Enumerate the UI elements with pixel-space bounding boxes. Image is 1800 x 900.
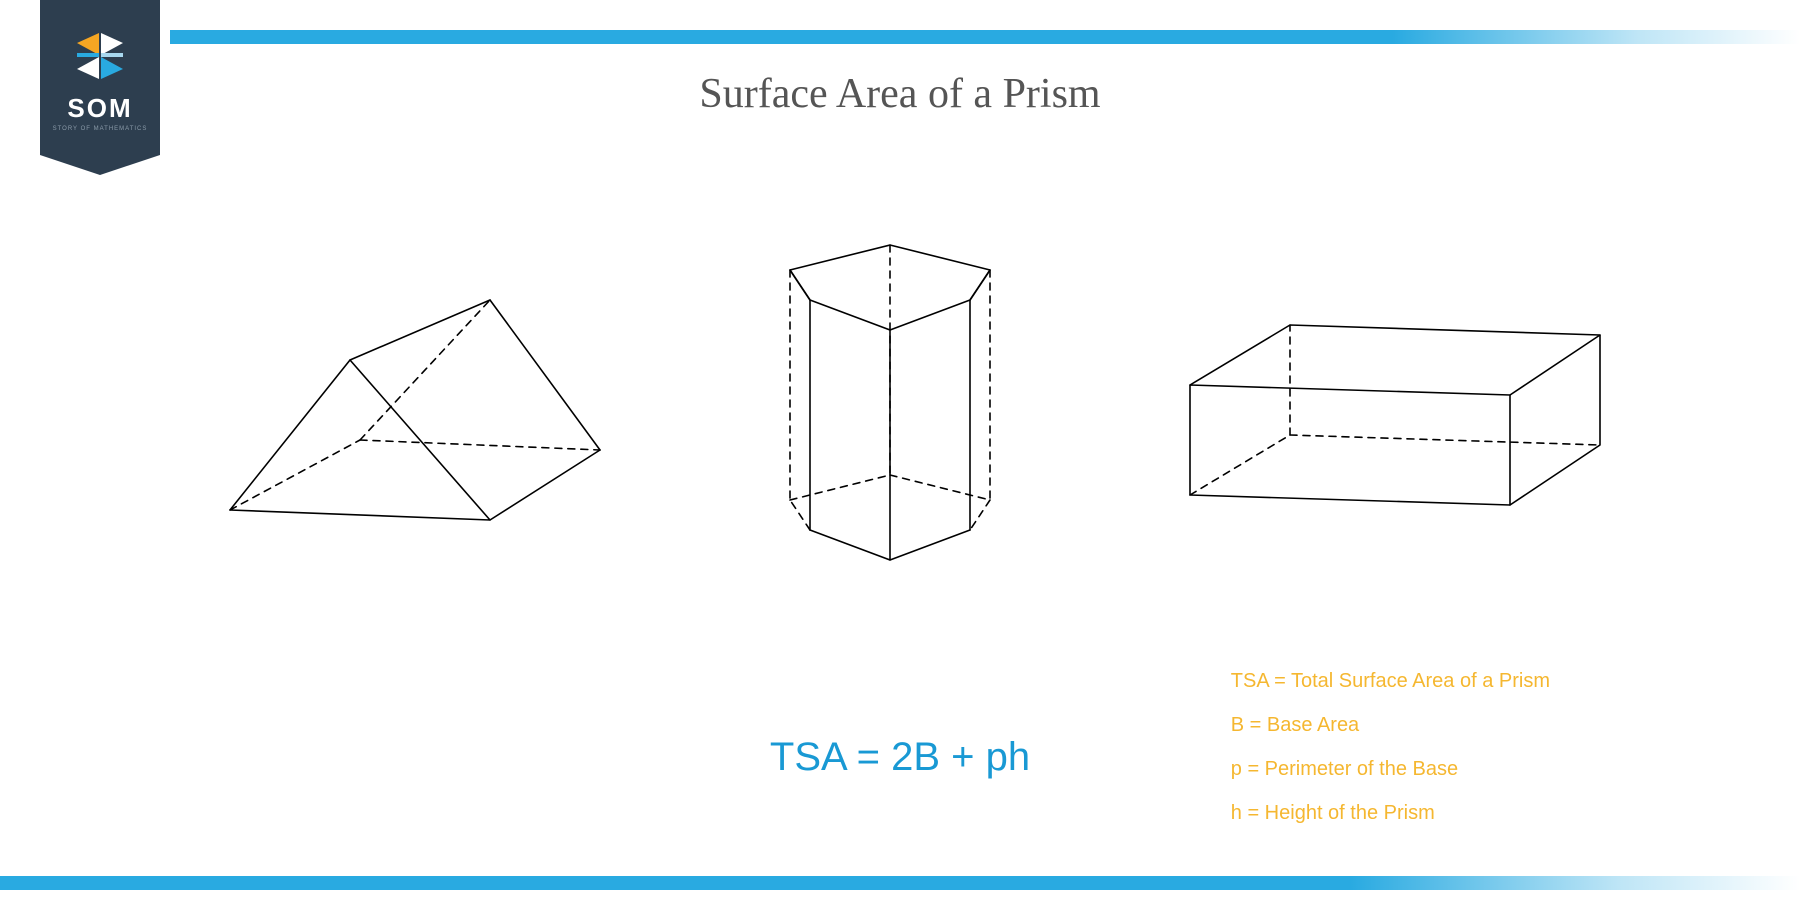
top-accent-bar: [170, 30, 1800, 44]
triangular-prism-diagram: [190, 290, 610, 530]
logo-icon: [75, 31, 125, 81]
logo-text: SOM: [67, 93, 132, 124]
legend-line: p = Perimeter of the Base: [1231, 747, 1550, 791]
bottom-accent-bar: [0, 876, 1800, 890]
prisms-container: [0, 250, 1800, 570]
legend-line: TSA = Total Surface Area of a Prism: [1231, 659, 1550, 703]
hexagonal-prism-diagram: [750, 240, 1030, 580]
formula-text: TSA = 2B + ph: [770, 735, 1030, 780]
page-title: Surface Area of a Prism: [699, 70, 1100, 118]
logo-badge: SOM STORY OF MATHEMATICS: [40, 0, 160, 155]
legend-line: B = Base Area: [1231, 703, 1550, 747]
legend-line: h = Height of the Prism: [1231, 791, 1550, 835]
logo-subtext: STORY OF MATHEMATICS: [53, 126, 148, 132]
rectangular-prism-diagram: [1170, 305, 1610, 515]
formula-legend: TSA = Total Surface Area of a Prism B = …: [1231, 659, 1550, 835]
